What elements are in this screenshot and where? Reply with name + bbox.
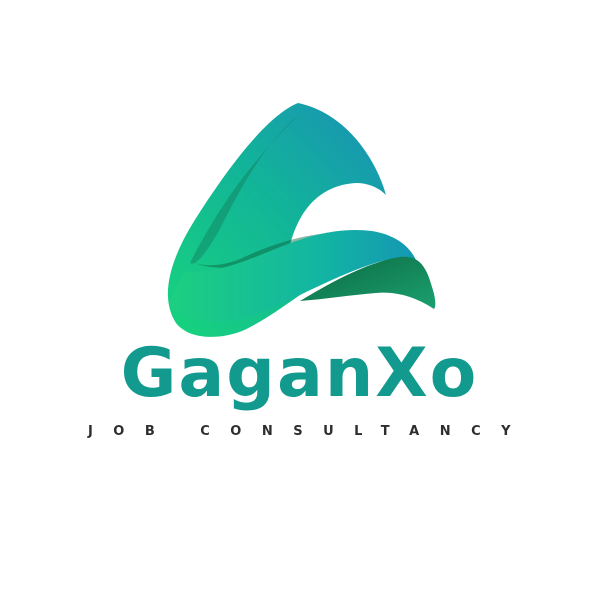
- emblem-lower-wave: [170, 229, 418, 322]
- emblem-wing-tip: [300, 256, 436, 309]
- brand-name: GaganXo: [120, 334, 479, 413]
- emblem-inner-fold: [190, 113, 302, 264]
- brand-tagline: JOB CONSULTANCY: [87, 424, 532, 439]
- brand-emblem-icon: [167, 103, 436, 337]
